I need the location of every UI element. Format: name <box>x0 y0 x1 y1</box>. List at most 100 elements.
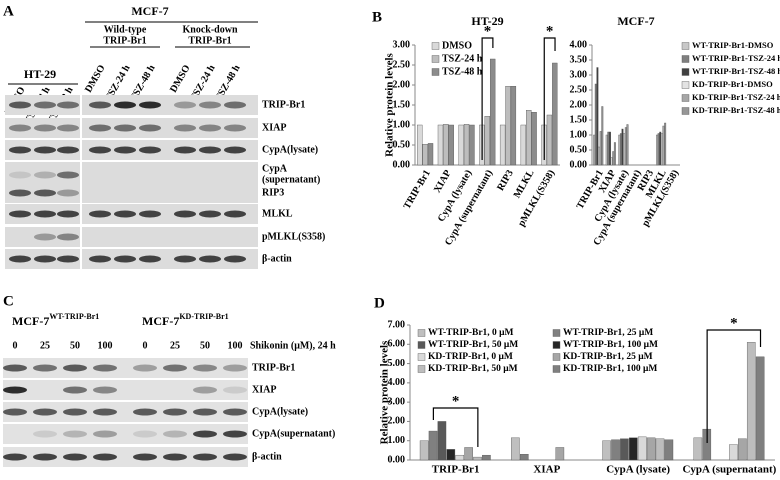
x-tick-label: CypA (supernatant) <box>682 464 776 476</box>
bar <box>598 146 600 166</box>
y-tick-label: 3.00 <box>388 396 406 407</box>
row-label: MLKL <box>262 208 293 219</box>
band <box>114 146 136 154</box>
band <box>57 210 79 218</box>
blot-strip <box>82 95 258 115</box>
x-tick-label: RIP3 <box>495 168 516 193</box>
y-tick-label: 0.00 <box>393 159 411 170</box>
bar <box>624 127 627 166</box>
band <box>89 255 111 263</box>
y-tick-label: 0.50 <box>393 139 411 150</box>
band <box>114 124 136 132</box>
bar <box>637 436 647 461</box>
bar <box>621 128 624 166</box>
legend-swatch <box>681 55 690 63</box>
bar <box>505 85 511 166</box>
blot-strip <box>5 118 80 138</box>
band <box>224 146 246 154</box>
bar <box>484 115 490 166</box>
significance-bracket <box>432 407 479 447</box>
blot-strip <box>82 118 258 138</box>
band <box>3 453 27 461</box>
bar <box>520 124 527 166</box>
genotype: KD-TRIP-Br1 <box>179 312 228 321</box>
bar <box>602 440 611 461</box>
band <box>163 430 187 438</box>
bar <box>601 106 604 166</box>
legend-label: KD-TRIP-Br1-TSZ-24 h <box>692 92 780 102</box>
legend-swatch <box>431 68 440 76</box>
row-label: pMLKL(S358) <box>262 231 325 242</box>
legend-swatch <box>681 107 690 115</box>
band <box>114 101 136 109</box>
lane-label: 0 <box>143 340 148 351</box>
band <box>93 453 117 461</box>
band <box>139 210 161 218</box>
bar <box>612 151 615 166</box>
band <box>114 255 136 263</box>
significance-bracket <box>481 37 494 160</box>
band <box>3 386 27 394</box>
band <box>63 364 87 372</box>
legend-swatch <box>681 42 690 50</box>
band <box>223 453 247 461</box>
bar <box>417 124 423 166</box>
legend-label: KD-TRIP-Br1, 50 μM <box>428 364 518 374</box>
y-tick-label: 0.50 <box>570 144 588 155</box>
bar <box>662 125 665 166</box>
band <box>34 255 56 263</box>
band <box>3 364 27 372</box>
y-tick-label: 7.00 <box>388 319 406 330</box>
group-label: TRIP-Br1 <box>103 35 146 46</box>
row-label: TRIP-Br1 <box>252 362 295 373</box>
legend-label: KD-TRIP-Br1, 25 μM <box>563 352 653 362</box>
band <box>133 408 157 416</box>
blot-strip <box>3 424 248 444</box>
bar <box>463 123 470 166</box>
band <box>89 101 111 109</box>
legend-label: KD-TRIP-Br1, 100 μM <box>563 364 657 374</box>
significance-bracket <box>706 329 762 443</box>
band <box>33 453 57 461</box>
bar <box>660 133 663 166</box>
legend-label: WT-TRIP-Br1-TSZ-24 h <box>692 53 780 63</box>
band <box>34 124 56 132</box>
significance-bracket <box>543 37 556 160</box>
bar <box>519 454 529 461</box>
bar <box>482 454 491 461</box>
band <box>223 364 247 372</box>
chart-title: MCF-7 <box>617 14 654 28</box>
row-label: (supernatant) <box>262 174 320 185</box>
cell-line: MCF-7 <box>131 4 168 18</box>
band <box>3 408 27 416</box>
y-tick-label: 1.00 <box>570 129 588 140</box>
bar <box>552 62 558 166</box>
legend-label: TSZ-24 h <box>442 53 483 64</box>
bar <box>526 109 532 166</box>
band <box>34 189 56 197</box>
cell-line: HT-29 <box>24 67 56 81</box>
band <box>199 124 221 132</box>
row-label: RIP3 <box>262 187 284 198</box>
band <box>163 453 187 461</box>
cell-line: MCF-7 <box>12 314 49 328</box>
bar <box>613 142 616 166</box>
band <box>34 233 56 241</box>
legend-label: WT-TRIP-Br1, 50 μM <box>428 340 518 350</box>
band <box>199 146 221 154</box>
y-tick-label: 4.00 <box>388 377 406 388</box>
y-tick-label: 2.00 <box>388 416 406 427</box>
x-tick-label: XIAP <box>432 168 454 195</box>
bar <box>555 447 565 461</box>
legend-swatch <box>681 81 690 89</box>
bar <box>510 85 517 166</box>
band <box>89 210 111 218</box>
bar <box>659 131 662 166</box>
band <box>174 210 196 218</box>
band <box>174 124 196 132</box>
panel-label: D <box>374 295 385 311</box>
band <box>133 430 157 438</box>
legend-label: DMSO <box>442 40 472 51</box>
bar <box>469 124 475 166</box>
annotation: * <box>452 393 460 409</box>
